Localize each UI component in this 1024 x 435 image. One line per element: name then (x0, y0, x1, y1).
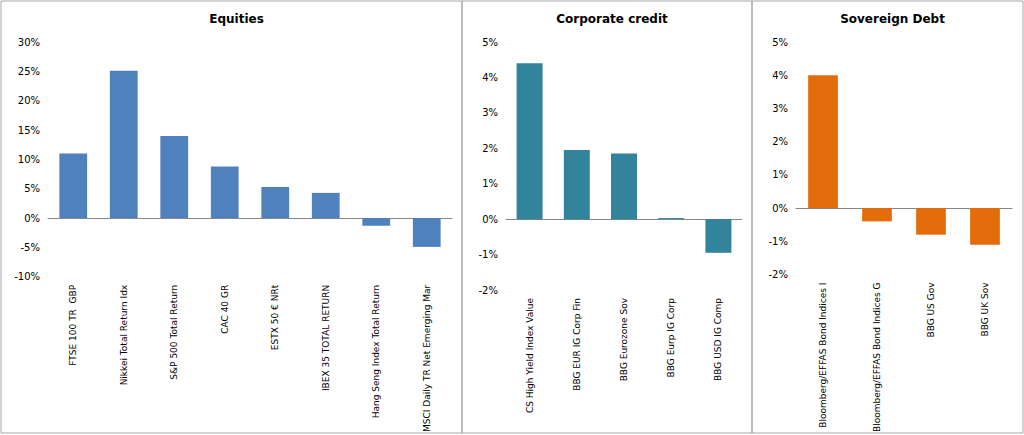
svg-text:-5%: -5% (21, 242, 40, 253)
svg-text:25%: 25% (18, 66, 40, 77)
svg-text:FTSE 100 TR GBP: FTSE 100 TR GBP (68, 284, 78, 365)
svg-text:15%: 15% (18, 125, 40, 136)
svg-text:-1%: -1% (769, 236, 788, 247)
svg-text:-2%: -2% (769, 269, 788, 280)
svg-text:MSCI Daily TR Net Emerging Mar: MSCI Daily TR Net Emerging Mar (422, 285, 432, 432)
svg-text:Bloomberg/EFFAS Bond Indices I: Bloomberg/EFFAS Bond Indices I (818, 283, 828, 428)
svg-text:-2%: -2% (479, 285, 498, 296)
svg-text:30%: 30% (18, 37, 40, 48)
svg-text:-1%: -1% (479, 249, 498, 260)
svg-text:2%: 2% (482, 143, 498, 154)
svg-text:S&P 500 Total Return: S&P 500 Total Return (169, 285, 179, 380)
svg-text:5%: 5% (772, 37, 788, 48)
svg-text:20%: 20% (18, 95, 40, 106)
svg-text:BBG EUR IG Corp Fin: BBG EUR IG Corp Fin (572, 298, 582, 391)
svg-text:5%: 5% (24, 183, 40, 194)
svg-text:CAC 40 GR: CAC 40 GR (220, 285, 230, 334)
svg-text:ESTX 50 € NRt: ESTX 50 € NRt (270, 284, 280, 350)
svg-text:3%: 3% (772, 103, 788, 114)
svg-text:0%: 0% (772, 203, 788, 214)
svg-text:0%: 0% (482, 214, 498, 225)
svg-text:Corporate credit: Corporate credit (556, 12, 668, 26)
svg-text:Equities: Equities (209, 12, 264, 26)
svg-text:3%: 3% (482, 107, 498, 118)
svg-text:Nikkei Total Return Idx: Nikkei Total Return Idx (119, 284, 129, 385)
svg-text:BBG Eurozone Sov: BBG Eurozone Sov (619, 297, 629, 381)
svg-text:2%: 2% (772, 136, 788, 147)
svg-text:IBEX 35 TOTAL RETURN: IBEX 35 TOTAL RETURN (321, 285, 331, 391)
svg-text:BBG UK Sov: BBG UK Sov (980, 282, 990, 337)
svg-text:CS High Yield Index Value: CS High Yield Index Value (525, 298, 535, 414)
svg-text:1%: 1% (482, 178, 498, 189)
svg-text:BBG Eurp IG Corp: BBG Eurp IG Corp (666, 298, 676, 378)
svg-text:Sovereign Debt: Sovereign Debt (840, 12, 945, 26)
svg-text:0%: 0% (24, 213, 40, 224)
svg-text:BBG USD IG Comp: BBG USD IG Comp (713, 298, 723, 381)
svg-text:Hang Seng Index Total Return: Hang Seng Index Total Return (371, 285, 381, 418)
svg-text:4%: 4% (772, 70, 788, 81)
svg-text:5%: 5% (482, 37, 498, 48)
svg-text:10%: 10% (18, 154, 40, 165)
svg-text:1%: 1% (772, 169, 788, 180)
svg-text:BBG US Gov: BBG US Gov (926, 282, 936, 338)
svg-text:4%: 4% (482, 72, 498, 83)
svg-text:Bloomberg/EFFAS Bond Indices G: Bloomberg/EFFAS Bond Indices G (872, 283, 882, 433)
svg-text:-10%: -10% (14, 271, 40, 282)
